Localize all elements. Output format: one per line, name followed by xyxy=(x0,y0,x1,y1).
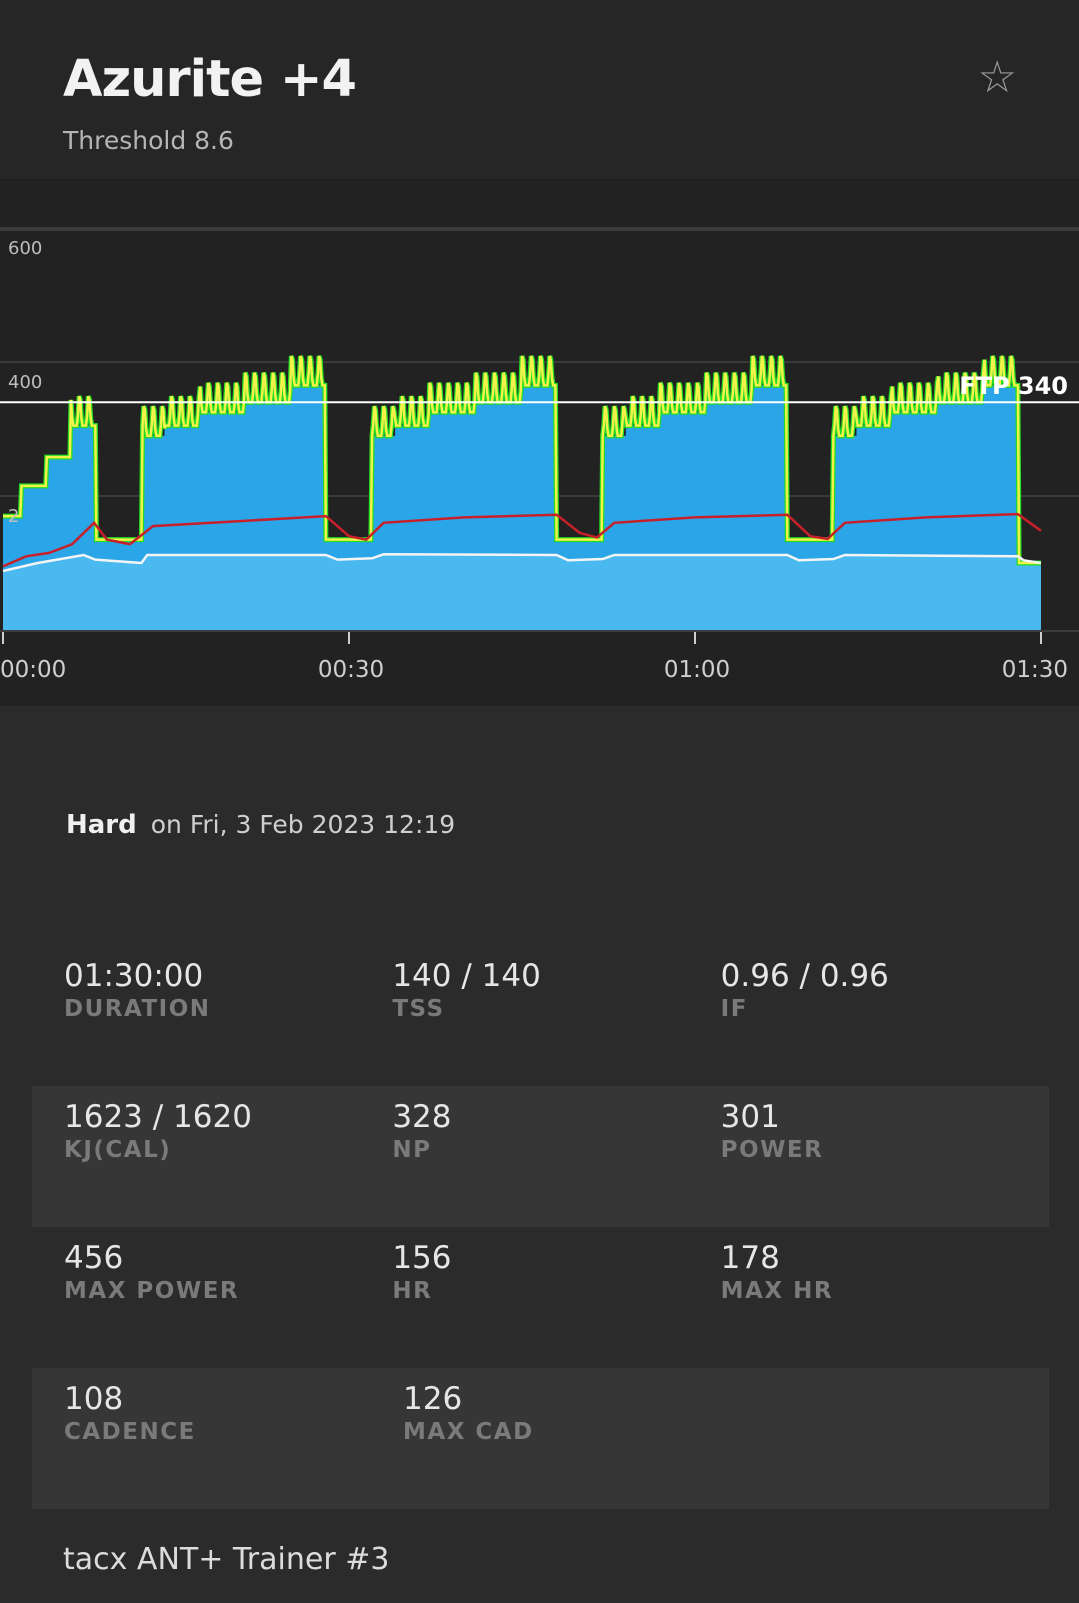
y-tick-label: 400 xyxy=(8,372,42,393)
workout-title: Azurite +4 xyxy=(63,50,357,109)
y-tick-label: 600 xyxy=(8,238,42,259)
power-line xyxy=(3,355,1041,565)
stat-tss: 140 / 140 TSS xyxy=(392,945,720,1086)
stat-label: NP xyxy=(392,1137,432,1163)
stat-label: IF xyxy=(720,996,748,1022)
chart-svg: FTP 340 600 400 2 00:00 00:30 01:00 01:30 xyxy=(0,227,1079,706)
stats-row: 456 MAX POWER 156 HR 178 MAX HR xyxy=(32,1227,1049,1368)
ftp-label: FTP 340 xyxy=(959,372,1068,400)
stat-label: TSS xyxy=(392,996,445,1022)
x-axis-band xyxy=(0,630,1079,706)
stat-label: KJ(CAL) xyxy=(64,1137,172,1163)
stat-cadence: 108 CADENCE xyxy=(64,1368,403,1509)
stat-value: 126 xyxy=(403,1381,463,1417)
stats-row: 01:30:00 DURATION 140 / 140 TSS 0.96 / 0.9… xyxy=(32,945,1049,1086)
activity-date: on Fri, 3 Feb 2023 12:19 xyxy=(150,810,456,839)
stat-max-cad: 126 MAX CAD xyxy=(403,1368,742,1509)
stat-value: 01:30:00 xyxy=(64,958,204,994)
x-tick-label: 01:00 xyxy=(664,657,730,683)
stat-power: 301 POWER xyxy=(721,1086,1049,1227)
intensity-label: Hard xyxy=(66,810,137,840)
workout-subtitle: Threshold 8.6 xyxy=(63,126,234,155)
stat-max-power: 456 MAX POWER xyxy=(64,1227,392,1368)
stat-label: POWER xyxy=(720,1137,824,1163)
power-chart: FTP 340 600 400 2 00:00 00:30 01:00 01:30 xyxy=(0,180,1079,706)
stat-value: 1623 / 1620 xyxy=(64,1099,252,1135)
stat-label: MAX CAD xyxy=(403,1419,534,1445)
activity-meta: Hard on Fri, 3 Feb 2023 12:19 xyxy=(66,810,455,840)
stat-if: 0.96 / 0.96 IF xyxy=(721,945,1049,1086)
workout-header: Azurite +4 Threshold 8.6 ☆ xyxy=(0,0,1079,180)
stat-duration: 01:30:00 DURATION xyxy=(64,945,392,1086)
stat-label: HR xyxy=(392,1278,433,1304)
x-tick-label: 01:30 xyxy=(1002,657,1068,683)
x-tick-label: 00:30 xyxy=(318,657,384,683)
stat-value: 140 / 140 xyxy=(392,958,541,994)
stat-label: MAX POWER xyxy=(64,1278,240,1304)
stat-max-hr: 178 MAX HR xyxy=(721,1227,1049,1368)
heart-rate-line xyxy=(2,512,1042,568)
device-name: tacx ANT+ Trainer #3 xyxy=(63,1542,390,1577)
stat-value: 108 xyxy=(64,1381,124,1417)
stats-grid: 01:30:00 DURATION 140 / 140 TSS 0.96 / 0.9… xyxy=(32,945,1049,1509)
x-tick-label: 00:00 xyxy=(0,657,66,683)
cadence-line xyxy=(2,553,1042,573)
y-tick-label: 2 xyxy=(8,506,19,527)
stat-value: 156 xyxy=(392,1240,452,1276)
stat-np: 328 NP xyxy=(392,1086,720,1227)
stat-label: MAX HR xyxy=(720,1278,834,1304)
stat-hr: 156 HR xyxy=(392,1227,720,1368)
stat-kj: 1623 / 1620 KJ(CAL) xyxy=(64,1086,392,1227)
stat-value: 0.96 / 0.96 xyxy=(720,958,889,994)
star-icon[interactable]: ☆ xyxy=(977,52,1017,103)
stat-label: DURATION xyxy=(64,996,211,1022)
stat-value: 456 xyxy=(64,1240,124,1276)
stats-row: 1623 / 1620 KJ(CAL) 328 NP 301 POWER xyxy=(32,1086,1049,1227)
stat-value: 328 xyxy=(392,1099,452,1135)
stat-value: 301 xyxy=(720,1099,780,1135)
stat-value: 178 xyxy=(720,1240,780,1276)
stat-label: CADENCE xyxy=(64,1419,196,1445)
cadence-area xyxy=(3,554,1041,630)
stats-row: 108 CADENCE 126 MAX CAD xyxy=(32,1368,1049,1509)
